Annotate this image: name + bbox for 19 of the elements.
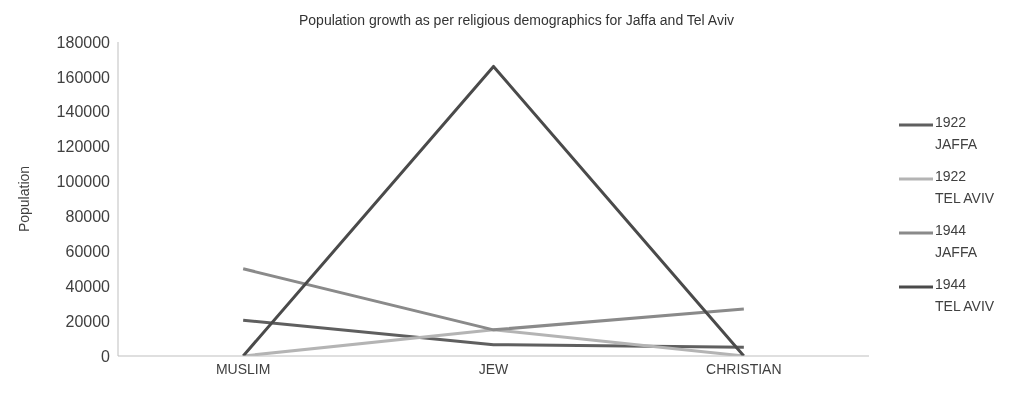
y-tick-label: 160000 — [56, 68, 111, 86]
legend-label: 1944 JAFFA — [935, 221, 978, 262]
y-tick-label: 20000 — [65, 312, 111, 330]
y-tick-label: 120000 — [56, 138, 111, 156]
y-tick-label: 140000 — [56, 103, 111, 121]
x-tick-label: JEW — [478, 360, 510, 377]
chart-title: Population growth as per religious demographics for Jaffa and Tel Aviv — [298, 12, 735, 28]
y-tick-label: 0 — [101, 347, 111, 365]
y-tick-label: 60000 — [65, 243, 111, 261]
x-tick-label: MUSLIM — [215, 360, 271, 377]
x-tick-label: CHRISTIAN — [706, 360, 782, 377]
y-tick-label: 180000 — [56, 33, 111, 51]
y-tick-label: 100000 — [56, 173, 111, 191]
legend-label: 1944 TEL AVIV — [935, 275, 996, 316]
y-tick-label: 80000 — [65, 208, 111, 226]
legend-label: 1922 JAFFA — [935, 113, 978, 154]
y-axis-title: Population — [15, 165, 32, 233]
y-tick-label: 40000 — [65, 277, 111, 295]
legend-label: 1922 TEL AVIV — [935, 167, 996, 208]
